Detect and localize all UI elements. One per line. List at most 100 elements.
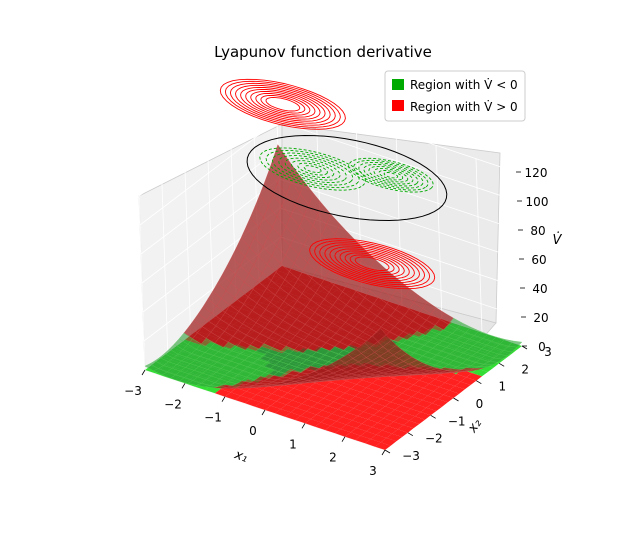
z-tick-label: 60 [531, 253, 546, 267]
floor-cell [276, 397, 293, 405]
floor-cell [360, 387, 377, 396]
contour-negative [378, 170, 404, 181]
z-tick-label: 20 [533, 311, 548, 325]
floor-cell [346, 420, 363, 428]
z-axis-label: V̇ [553, 233, 563, 248]
floor-cell [225, 392, 241, 400]
x-tick-label: −1 [204, 411, 222, 425]
x-tick [341, 436, 346, 442]
floor-cell [330, 421, 347, 429]
floor-cell [466, 373, 482, 381]
floor-cell [302, 399, 318, 407]
y-tick-label: 0 [476, 397, 484, 411]
floor-cell [400, 401, 417, 409]
floor-cell [392, 429, 408, 437]
top-contour-projection [219, 78, 448, 290]
floor-cell [292, 396, 308, 404]
floor-cell [366, 383, 383, 391]
floor-cell [382, 382, 398, 390]
floor-cell [385, 402, 401, 410]
floor-cell [309, 383, 325, 391]
contour-positive [329, 246, 415, 282]
floor-cell [280, 404, 297, 413]
floor-cell [399, 413, 415, 421]
contour-positive [349, 254, 395, 273]
floor-cell [406, 396, 423, 405]
floor-cell [335, 429, 351, 437]
floor-cell [322, 406, 338, 414]
floor-cell [386, 433, 403, 442]
x-tick [381, 449, 386, 456]
floor-cell [412, 392, 428, 400]
contour-positive [309, 238, 436, 290]
y-tick-label: 3 [544, 345, 552, 359]
contour-positive [354, 256, 390, 271]
floor-cell [240, 391, 257, 399]
floor-cell [287, 388, 304, 396]
floor-cell [270, 401, 287, 409]
contour-negative [363, 163, 419, 187]
floor-cell [323, 394, 340, 402]
floor-cell [376, 386, 393, 395]
contour-negative [348, 157, 434, 193]
floor-cell [429, 379, 445, 387]
floor-cell [297, 391, 314, 400]
floor-cell [360, 431, 377, 439]
floor-cell [325, 382, 341, 390]
legend-swatch-negative [392, 79, 404, 90]
floor-cell [433, 387, 450, 395]
floor-cell [395, 405, 411, 413]
contour-negative [272, 152, 354, 186]
floor-cell [342, 412, 358, 421]
y-tick [430, 414, 436, 419]
floor-cell [396, 393, 413, 401]
x-tick [261, 409, 266, 416]
floor-cell [290, 408, 307, 416]
contour-negative [383, 172, 399, 179]
floor-cell [426, 403, 443, 411]
floor-cell [352, 416, 368, 424]
floor-cell [403, 420, 420, 429]
floor-cell [380, 438, 397, 446]
floor-cell [300, 411, 317, 419]
floor-cell [369, 403, 385, 411]
floor-cell [365, 439, 381, 447]
contour-positive [235, 84, 331, 124]
floor-cell [439, 382, 455, 391]
floor-cell [403, 377, 420, 385]
floor-cell [317, 398, 334, 406]
contour-positive [265, 97, 301, 112]
floor-cell [410, 404, 427, 412]
floor-cell [416, 400, 433, 408]
zero-level-boundary [246, 134, 448, 222]
floor-cell [350, 428, 367, 436]
floor-cell [363, 407, 380, 415]
floor-cell [393, 417, 410, 425]
floor-cell [343, 400, 360, 409]
contour-negative [259, 147, 366, 191]
y-tick-label: −3 [402, 449, 420, 463]
floor-cell [355, 435, 371, 444]
contour-positive [319, 242, 426, 286]
floor-cell [246, 387, 263, 395]
floor-cell [397, 381, 414, 389]
floor-cell [417, 388, 434, 396]
floor-cell [335, 385, 351, 393]
floor-cell [413, 380, 430, 388]
x-tick [301, 423, 306, 429]
contour-negative [291, 160, 335, 178]
floor-cell [319, 386, 335, 394]
z-tick-label: 40 [532, 282, 547, 296]
floor-cell [454, 381, 471, 390]
floor-cell [305, 419, 321, 427]
floor-cell [380, 394, 397, 402]
contour-negative [358, 161, 424, 189]
floor-cell [286, 400, 303, 408]
floor-cell [357, 411, 374, 420]
y-tick-label: −1 [448, 414, 466, 428]
floor-cell [437, 394, 454, 403]
y-tick [476, 380, 482, 385]
floor-cell [272, 389, 288, 397]
floor-cell [293, 384, 310, 392]
